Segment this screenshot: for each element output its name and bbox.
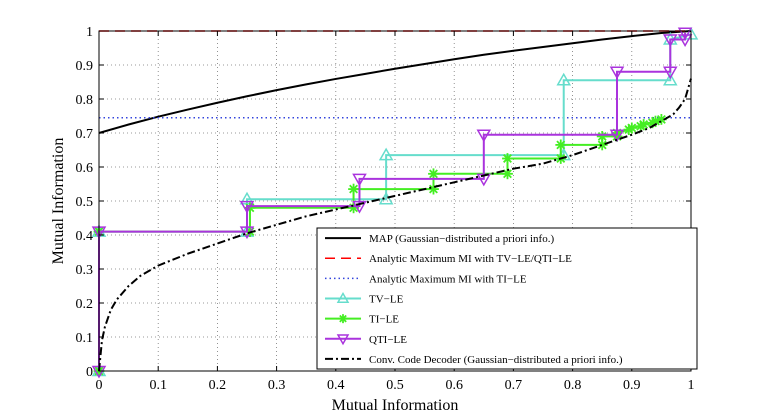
data-point — [352, 173, 367, 187]
data-point — [556, 72, 572, 86]
legend-marker — [338, 314, 348, 324]
data-point — [609, 66, 625, 80]
data-point — [609, 129, 625, 143]
x-tick-label: 0.5 — [386, 378, 404, 393]
series-6 — [98, 78, 692, 372]
y-tick-label: 0.7 — [76, 127, 94, 142]
data-point — [476, 173, 492, 187]
data-point — [677, 34, 693, 48]
legend-label: Analytic Maximum MI with TV−LE/QTI−LE — [369, 253, 572, 265]
legend: MAP (Gaussian−distributed a priori info.… — [316, 227, 698, 370]
legend-label: TI−LE — [369, 314, 399, 326]
data-point — [677, 27, 693, 41]
y-axis-label: Mutual Information — [50, 138, 67, 265]
series-line — [98, 30, 692, 134]
data-point — [502, 153, 513, 164]
legend-label: Analytic Maximum MI with TI−LE — [369, 273, 527, 285]
legend-entry: MAP (Gaussian−distributed a priori info.… — [325, 233, 554, 245]
data-point — [662, 34, 678, 48]
y-tick-label: 0.9 — [76, 59, 94, 74]
legend-marker — [336, 291, 350, 303]
y-tick-label: 0 — [86, 365, 93, 380]
series-line — [98, 78, 692, 372]
legend-label: TV−LE — [369, 294, 404, 306]
tick-labels: 0 0.1 0.2 0.3 0.4 0.5 0.6 0.7 0.8 0.9 1 0 0.1 0.2 0.3 0… — [76, 25, 695, 393]
data-point — [502, 168, 513, 180]
legend-entry: TI−LE — [325, 314, 399, 326]
y-tick-label: 0.5 — [76, 195, 94, 210]
y-tick-label: 1 — [86, 25, 93, 40]
y-tick-label: 0.2 — [76, 297, 94, 312]
y-tick-label: 0.6 — [76, 161, 94, 176]
x-axis-label: Mutual Information — [332, 397, 459, 414]
legend-box — [316, 227, 698, 370]
x-tick-label: 0.9 — [623, 378, 641, 393]
data-point — [638, 119, 650, 130]
x-tick-label: 0.2 — [209, 378, 227, 393]
data-point — [662, 66, 678, 80]
legend-marker — [336, 334, 350, 346]
y-tick-label: 0.8 — [76, 93, 94, 108]
y-tick-label: 0.4 — [76, 229, 94, 244]
data-point — [662, 72, 678, 86]
legend-entry: Analytic Maximum MI with TV−LE/QTI−LE — [325, 253, 572, 265]
data-point — [428, 168, 439, 180]
data-point — [596, 131, 608, 142]
series-0 — [98, 30, 692, 134]
data-point — [476, 129, 492, 143]
legend-label: QTI−LE — [369, 334, 407, 346]
data-point — [378, 147, 394, 161]
data-point — [239, 200, 255, 214]
data-point — [352, 200, 367, 214]
x-tick-label: 0.7 — [505, 378, 523, 393]
data-point — [348, 183, 359, 195]
x-tick-label: 0.6 — [445, 378, 463, 393]
x-tick-label: 0.3 — [268, 378, 286, 393]
x-tick-label: 0.1 — [149, 378, 167, 393]
y-tick-label: 0.1 — [76, 331, 94, 346]
legend-entry: Conv. Code Decoder (Gaussian−distributed… — [325, 354, 623, 366]
legend-label: MAP (Gaussian−distributed a priori info.… — [369, 233, 554, 245]
y-tick-label: 0.3 — [76, 263, 94, 278]
legend-entry: QTI−LE — [325, 334, 407, 346]
data-point — [626, 122, 638, 134]
legend-entry: TV−LE — [325, 291, 404, 306]
legend-entry: Analytic Maximum MI with TI−LE — [325, 273, 527, 285]
x-tick-label: 0 — [96, 378, 103, 393]
x-tick-label: 0.4 — [327, 378, 345, 393]
legend-label: Conv. Code Decoder (Gaussian−distributed… — [369, 354, 623, 366]
data-point — [555, 139, 567, 151]
x-tick-label: 0.8 — [564, 378, 582, 393]
x-tick-label: 1 — [688, 378, 695, 393]
